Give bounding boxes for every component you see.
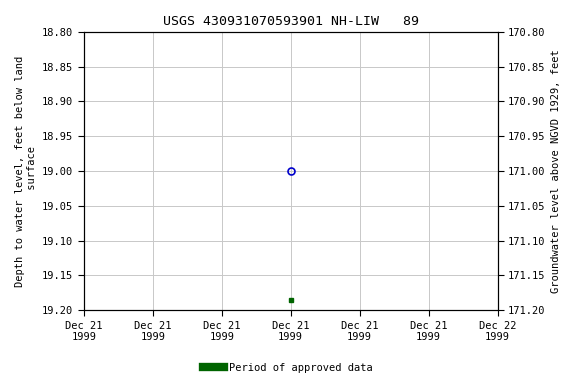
Y-axis label: Groundwater level above NGVD 1929, feet: Groundwater level above NGVD 1929, feet (551, 49, 561, 293)
Title: USGS 430931070593901 NH-LIW   89: USGS 430931070593901 NH-LIW 89 (162, 15, 419, 28)
Legend: Period of approved data: Period of approved data (199, 359, 377, 377)
Y-axis label: Depth to water level, feet below land
 surface: Depth to water level, feet below land su… (15, 55, 37, 286)
